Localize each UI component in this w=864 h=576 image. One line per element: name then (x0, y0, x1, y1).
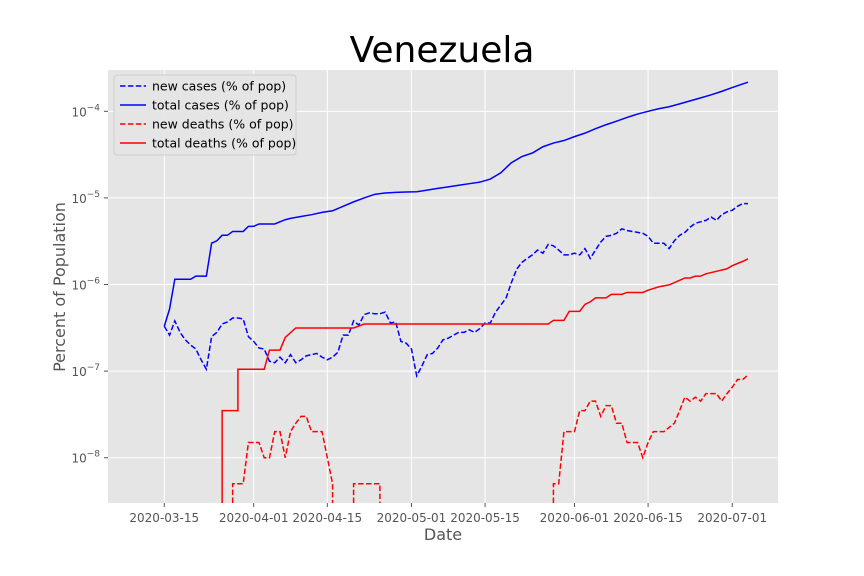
series-line-1 (163, 202, 748, 379)
x-tick-label: 2020-04-01 (219, 511, 289, 525)
series-line-2 (163, 81, 749, 327)
series-line-4 (221, 258, 749, 503)
x-tick-label: 2020-06-15 (613, 511, 683, 525)
x-tick-label: 2020-07-01 (697, 511, 767, 525)
series-line-3 (231, 374, 749, 503)
y-ticks: 10−8 10−7 10−6 10−5 10−4 (71, 103, 108, 466)
y-tick-label: 10−8 (71, 450, 100, 466)
legend-label: total deaths (% of pop) (152, 136, 296, 151)
y-tick-label: 10−4 (71, 103, 100, 119)
x-tick-label: 2020-04-15 (292, 511, 362, 525)
x-tick-label: 2020-05-15 (450, 511, 520, 525)
y-tick-label: 10−7 (71, 363, 100, 379)
y-tick-label: 10−6 (71, 277, 100, 293)
grid (108, 70, 778, 503)
series-group (163, 81, 749, 503)
y-axis-label: Percent of Population (50, 202, 69, 372)
legend-box (113, 74, 297, 156)
chart-title: Venezuela (350, 30, 535, 71)
legend-label: new deaths (% of pop) (152, 117, 294, 132)
x-ticks: 2020-03-15 2020-04-01 2020-04-15 2020-05-01… (129, 503, 767, 525)
x-tick-label: 2020-05-01 (377, 511, 447, 525)
y-tick-label: 10−5 (71, 190, 100, 206)
x-tick-label: 2020-06-01 (540, 511, 610, 525)
legend-label: new cases (% of pop) (152, 79, 286, 94)
legend: new cases (% of pop) total cases (% of po… (113, 74, 297, 156)
x-axis-label: Date (424, 525, 462, 544)
x-tick-label: 2020-03-15 (129, 511, 199, 525)
legend-label: total cases (% of pop) (152, 98, 289, 113)
